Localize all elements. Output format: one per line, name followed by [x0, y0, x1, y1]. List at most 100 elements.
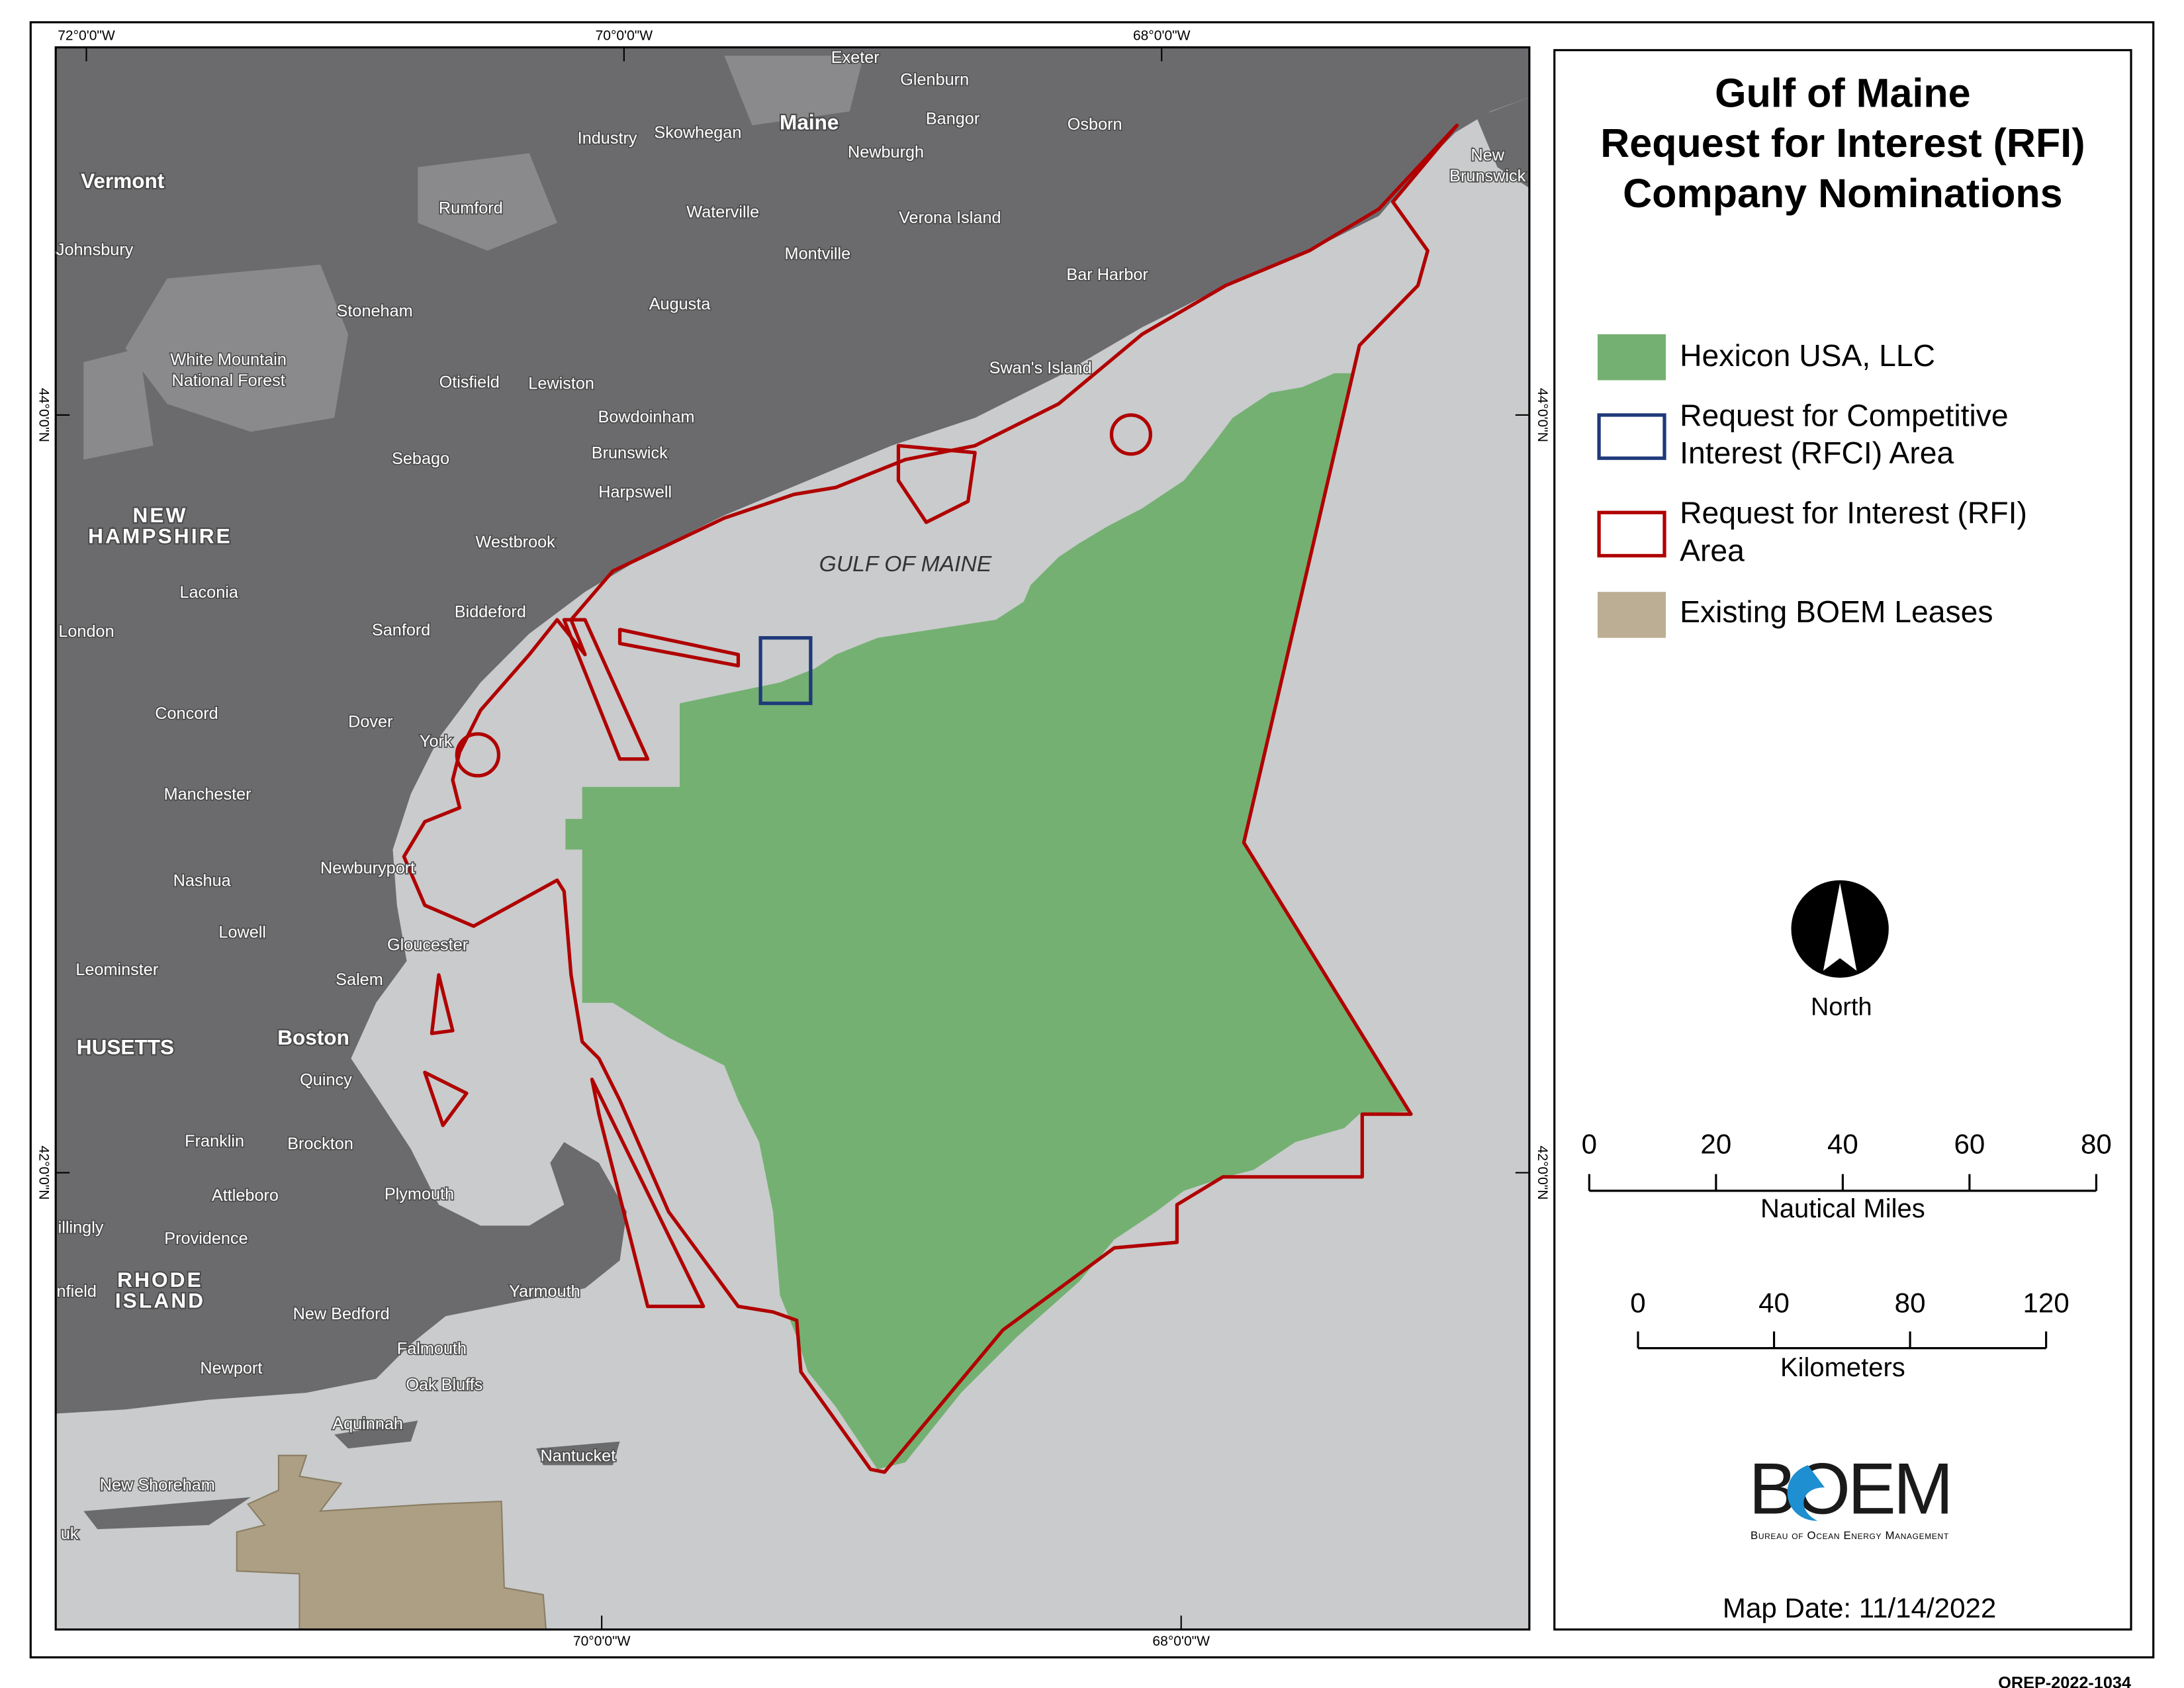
rfi-circle	[455, 732, 501, 778]
coord-label: 72°0'0"W	[58, 28, 115, 43]
north-label: North	[1811, 993, 1872, 1021]
forest	[83, 56, 864, 460]
place-label: Montville	[785, 245, 851, 263]
place-label: New Bedford	[293, 1305, 390, 1323]
place-label: Lowell	[218, 923, 266, 941]
scale-tick-label: 0	[1582, 1129, 1597, 1160]
place-label: Newport	[200, 1359, 262, 1378]
place-label: New	[1471, 146, 1504, 164]
place-label: Nantucket	[541, 1446, 616, 1465]
place-label: Bowdoinham	[598, 408, 695, 426]
place-label: Maine	[780, 111, 839, 134]
place-label: nfield	[57, 1282, 97, 1301]
place-label: Lewiston	[528, 374, 594, 393]
rfi-circle	[1109, 413, 1153, 456]
place-label: Falmouth	[397, 1339, 467, 1358]
place-label: Glenburn	[900, 71, 969, 89]
place-label: uk	[61, 1524, 79, 1543]
legend-swatch	[1597, 334, 1666, 381]
place-label: illingly	[58, 1218, 104, 1237]
legend-panel	[1553, 49, 2132, 1631]
coord-label: 44°0'0"N	[1535, 388, 1550, 442]
place-label: Oak Bluffs	[406, 1376, 482, 1394]
place-label: Newburgh	[848, 143, 924, 162]
north-arrow	[1791, 880, 1889, 978]
scale-tick-label: 0	[1630, 1288, 1645, 1319]
coord-label: 68°0'0"W	[1133, 28, 1191, 43]
land-nova-scotia	[1476, 97, 1529, 189]
legend-label: Request for Interest (RFI)	[1680, 496, 2027, 530]
place-label: Skowhegan	[654, 124, 741, 142]
place-label: HAMPSHIRE	[88, 524, 232, 547]
place-label: Sanford	[372, 621, 430, 639]
map-frame	[54, 46, 1531, 1631]
place-label: Brunswick	[1449, 167, 1525, 185]
map	[56, 47, 1529, 1630]
rfi-inlet	[896, 444, 977, 524]
place-label: Nashua	[173, 871, 232, 890]
legend-label: Area	[1680, 534, 1745, 568]
rfi-island	[423, 1070, 469, 1127]
hexicon-area	[565, 345, 1410, 1470]
place-label: Bar Harbor	[1066, 265, 1148, 284]
place-label: Leominster	[75, 961, 158, 979]
rfci-area	[758, 635, 813, 706]
legend-swatch	[1597, 510, 1666, 558]
coord-label: 44°0'0"N	[36, 388, 52, 442]
place-label: Dover	[348, 713, 392, 731]
place-label: Stoneham	[337, 302, 413, 320]
place-label: Boston	[277, 1025, 349, 1049]
legend-swatch	[1597, 413, 1666, 460]
place-label: Providence	[164, 1229, 248, 1248]
legend-label: Request for Competitive	[1680, 398, 2009, 432]
legend-label: Existing BOEM Leases	[1680, 594, 1993, 629]
place-label: Brunswick	[592, 444, 668, 463]
rfi-area	[402, 123, 1459, 1474]
rfi-strip	[590, 1077, 705, 1309]
title-line: Request for Interest (RFI)	[1600, 120, 2085, 165]
scale-label: Kilometers	[1780, 1353, 1905, 1382]
place-label: Attleboro	[212, 1186, 279, 1205]
place-label: HUSETTS	[77, 1035, 174, 1059]
legend-swatch	[1597, 592, 1666, 638]
logo-subtitle: Bureau of Ocean Energy Management	[1751, 1529, 1949, 1542]
place-label: NEW	[132, 503, 187, 527]
title-line: Gulf of Maine	[1715, 70, 1970, 115]
place-label: Gloucester	[387, 935, 468, 954]
coord-label: 42°0'0"N	[1535, 1146, 1550, 1200]
place-label: Vermont	[81, 169, 165, 193]
map-date: Map Date: 11/14/2022	[1723, 1592, 1996, 1623]
water-label: GULF OF MAINE	[819, 552, 992, 577]
place-label: Waterville	[686, 203, 759, 222]
logo-wave	[1787, 1465, 1825, 1521]
scale-tick-label: 40	[1827, 1129, 1858, 1160]
place-label: Harpswell	[598, 483, 672, 501]
place-label: York	[420, 732, 453, 751]
place-label: White Mountain	[170, 351, 286, 369]
place-label: New Shoreham	[100, 1476, 215, 1495]
place-label: Exeter	[831, 48, 880, 67]
scale-tick-label: 80	[1895, 1288, 1926, 1319]
place-label: Manchester	[164, 785, 251, 804]
place-label: Bangor	[926, 110, 979, 128]
place-label: Sebago	[392, 449, 449, 468]
boem-leases	[236, 1454, 547, 1630]
place-label: Franklin	[185, 1132, 244, 1150]
scale-tick-label: 60	[1954, 1129, 1985, 1160]
legend-label: Hexicon USA, LLC	[1680, 338, 1935, 373]
place-label: Johnsbury	[56, 240, 134, 259]
place-label: ISLAND	[115, 1289, 205, 1313]
coord-label: 42°0'0"N	[36, 1146, 52, 1200]
rfi-boundary	[402, 123, 1459, 1474]
place-label: Laconia	[179, 583, 238, 602]
place-label: Brockton	[287, 1135, 353, 1153]
scale-label: Nautical Miles	[1760, 1194, 1925, 1223]
place-label: London	[58, 622, 114, 641]
rfi-strip	[562, 618, 650, 761]
coord-label: 68°0'0"W	[1152, 1634, 1210, 1649]
scale-tick-label: 120	[2023, 1288, 2070, 1319]
place-label: Otisfield	[439, 373, 500, 391]
place-label: Verona Island	[899, 209, 1001, 227]
place-label: Industry	[578, 129, 637, 148]
